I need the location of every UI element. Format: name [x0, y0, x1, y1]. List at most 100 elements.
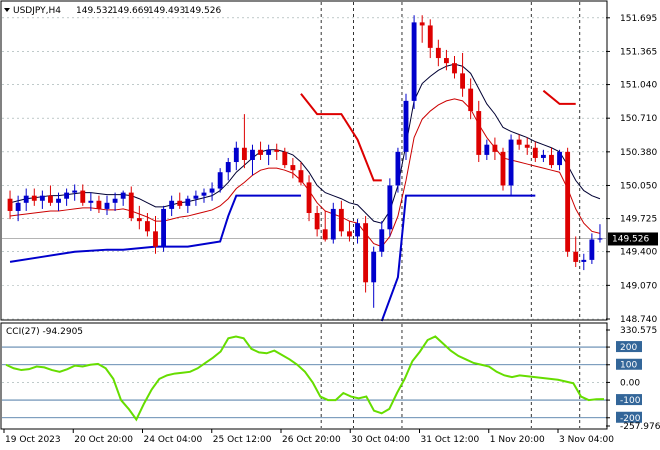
candle: [193, 190, 199, 206]
cci-line: [5, 335, 605, 422]
time-tick-label: 24 Oct 04:00: [144, 435, 203, 445]
collapse-triangle-icon[interactable]: [4, 8, 10, 12]
candle: [306, 175, 312, 222]
cci-axis: 330.575 200 100 0.00 -100 -200-257.9769: [606, 326, 660, 432]
candle: [56, 192, 61, 211]
price-tick-label: 151.040: [620, 81, 657, 91]
candle: [371, 246, 377, 308]
signal-line-blue: [9, 194, 301, 263]
candle-body: [185, 198, 191, 206]
candle: [201, 188, 207, 203]
candle-body: [31, 195, 37, 201]
candle-body: [7, 198, 13, 211]
candle: [31, 188, 37, 206]
candle: [15, 195, 21, 222]
candle: [314, 205, 320, 237]
candle-body: [387, 185, 393, 230]
header-open: 149.532: [76, 6, 113, 16]
candle-body: [282, 151, 288, 166]
price-tick-label: 151.695: [620, 14, 657, 24]
cci-tick-label: 100: [620, 361, 637, 371]
candle: [64, 188, 70, 206]
price-tick-label: 149.725: [620, 215, 657, 225]
candle-body: [250, 149, 255, 160]
signal-line-blue: [380, 194, 536, 322]
candle: [104, 195, 110, 216]
candle: [435, 39, 441, 67]
price-tick-label: 148.740: [620, 315, 657, 325]
candle: [338, 200, 344, 237]
candle-body: [201, 192, 207, 196]
candle: [258, 141, 263, 160]
candle-body: [169, 200, 175, 209]
candle-body: [492, 144, 498, 152]
candle: [347, 221, 352, 242]
candle: [468, 78, 474, 120]
candle-body: [347, 231, 352, 237]
candle-body: [128, 192, 134, 219]
candle: [565, 147, 571, 257]
candle: [532, 141, 538, 163]
candle: [48, 185, 53, 206]
candle-body: [177, 200, 183, 206]
candle: [233, 141, 239, 171]
candle: [169, 195, 175, 217]
time-tick-label: 25 Oct 12:00: [213, 435, 272, 445]
candle: [23, 188, 29, 211]
candle-body: [581, 259, 587, 262]
candle-body: [144, 221, 150, 232]
candle-body: [460, 73, 466, 89]
candle-body: [258, 149, 263, 155]
candle: [7, 190, 13, 220]
header-symbol: USDJPY,H4: [13, 6, 61, 16]
signal-line-red: [300, 93, 382, 182]
time-tick-label: 3 Nov 04:00: [559, 435, 614, 445]
cci-tick-label: -257.9769: [620, 422, 660, 432]
candle-body: [379, 229, 385, 252]
price-tick-label: 150.380: [620, 148, 657, 158]
candle: [80, 184, 86, 206]
candle: [540, 149, 546, 163]
candles: [7, 15, 603, 308]
time-tick-label: 19 Oct 2023: [5, 435, 61, 445]
candle: [387, 178, 393, 237]
candle: [500, 147, 506, 191]
candle: [144, 212, 150, 237]
candle: [217, 168, 223, 193]
candle-body: [88, 200, 94, 203]
candle-body: [104, 202, 110, 209]
candle-body: [355, 223, 360, 237]
candle: [88, 192, 94, 211]
candle: [120, 190, 126, 206]
candle: [411, 15, 417, 110]
candle-body: [314, 212, 320, 230]
cci-label: CCI(27) -94.2905: [6, 327, 83, 337]
vertical-markers: [320, 2, 581, 428]
candle-body: [363, 223, 369, 283]
candle-body: [452, 63, 457, 74]
candle-body: [266, 149, 272, 155]
candle-body: [338, 208, 344, 232]
candle: [209, 182, 215, 201]
candle: [452, 56, 457, 79]
candle-body: [274, 149, 280, 152]
cci-series: [5, 335, 605, 422]
candle: [250, 144, 255, 176]
time-tick-label: 1 Nov 20:00: [490, 435, 545, 445]
candle-body: [193, 195, 199, 199]
cci-level-box: [616, 394, 642, 406]
price-grid: [2, 17, 606, 320]
candle: [128, 186, 134, 222]
candle-body: [120, 192, 126, 199]
candle-body: [411, 22, 417, 101]
candle: [136, 205, 142, 230]
candle: [39, 190, 45, 209]
candle: [597, 224, 603, 243]
candle: [298, 162, 304, 186]
candle-body: [15, 202, 21, 211]
candle: [427, 19, 433, 59]
candle-body: [443, 58, 449, 64]
candle-body: [39, 195, 45, 201]
candle-body: [64, 192, 70, 199]
candle-body: [476, 111, 482, 155]
